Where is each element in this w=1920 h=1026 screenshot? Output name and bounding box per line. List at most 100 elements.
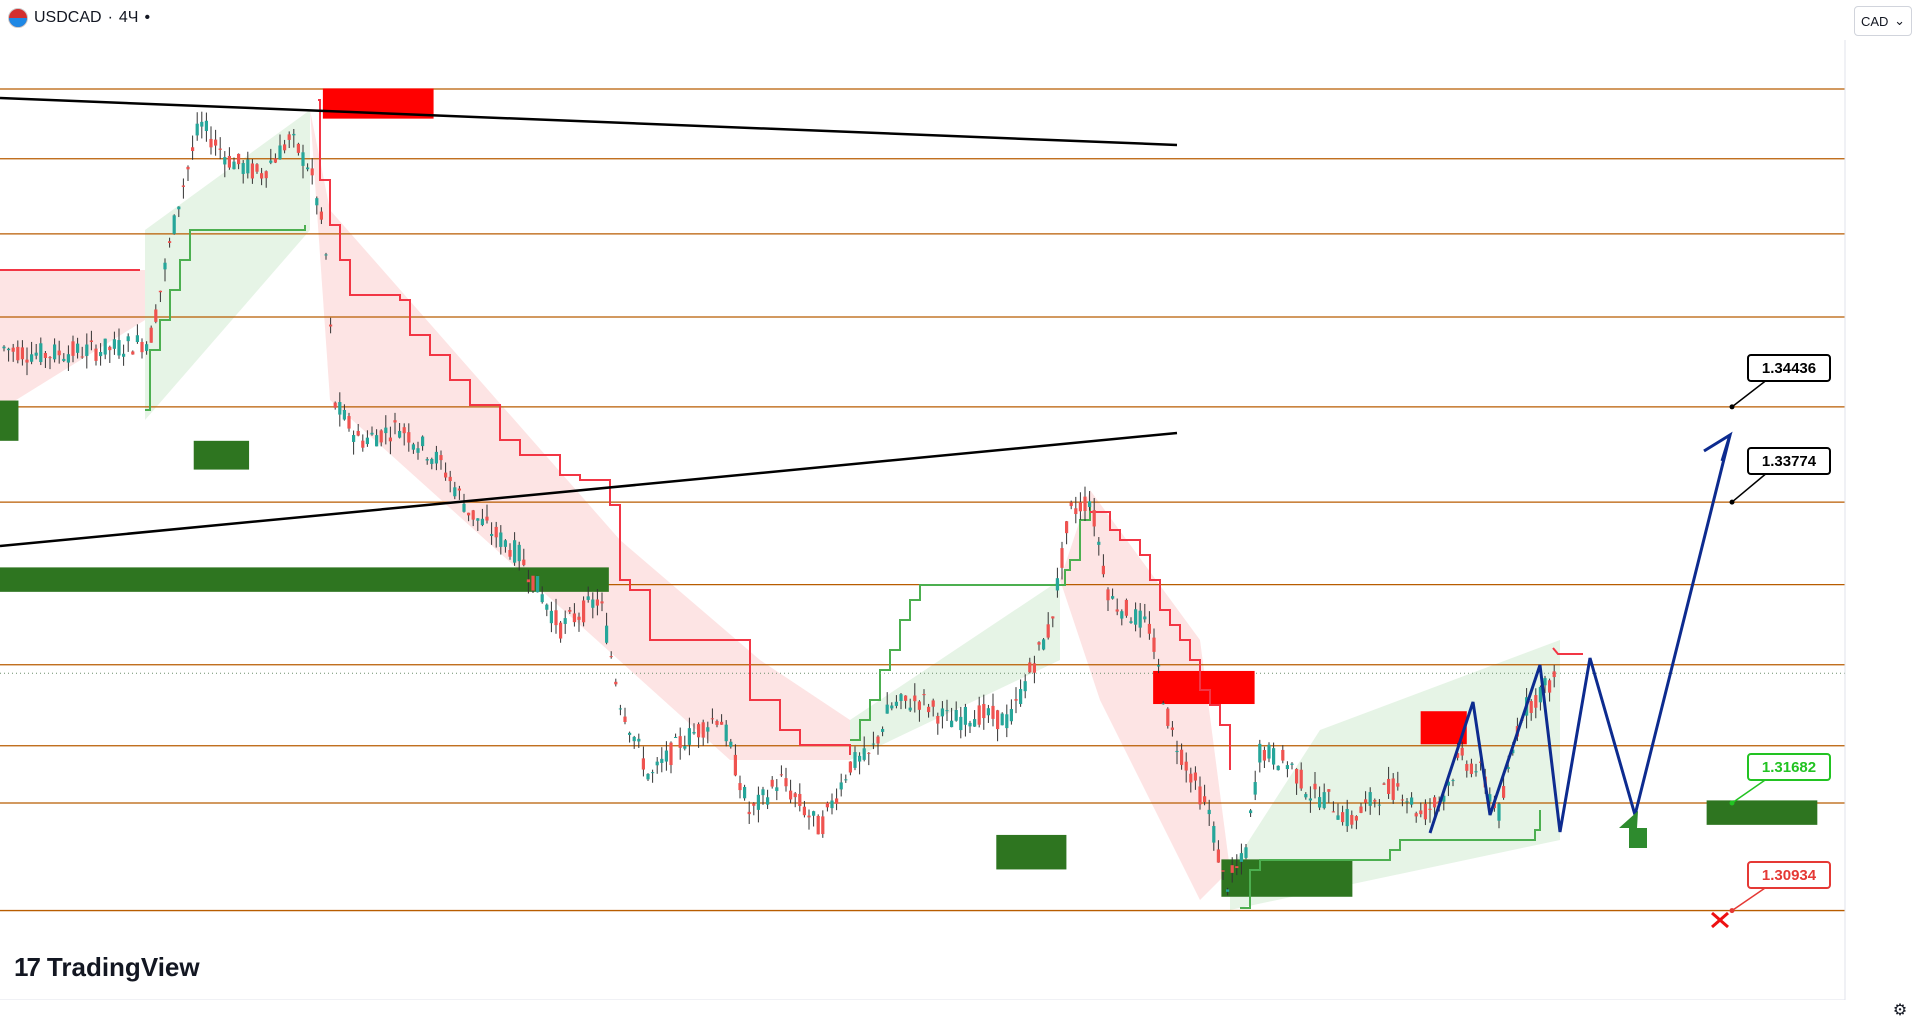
chart-area[interactable]: 1.344361.337741.316821.309341.305001.310… xyxy=(0,0,1846,1000)
candle-body xyxy=(1446,781,1450,786)
candle-body xyxy=(20,347,24,360)
candle-body xyxy=(301,152,305,166)
candle-body xyxy=(1469,763,1473,774)
candle-body xyxy=(908,707,912,711)
candle-body xyxy=(931,700,935,707)
candle-body xyxy=(871,743,875,745)
candle-body xyxy=(99,351,103,357)
candle-body xyxy=(237,153,241,165)
candle-body xyxy=(1152,637,1156,652)
candle-body xyxy=(1184,761,1188,771)
candle-body xyxy=(16,346,20,361)
candle-body xyxy=(720,721,724,725)
candle-body xyxy=(388,437,392,442)
candle-body xyxy=(43,352,47,358)
candle-body xyxy=(1433,797,1437,808)
candle-body xyxy=(430,458,434,464)
candle-body xyxy=(333,402,337,408)
supertrend-up-line xyxy=(145,225,306,411)
candle-body xyxy=(227,155,231,168)
candle-body xyxy=(526,579,530,583)
candle-body xyxy=(715,721,719,725)
candle-body xyxy=(1019,689,1023,705)
candle-body xyxy=(968,722,972,727)
candle-body xyxy=(692,731,696,734)
candle-body xyxy=(471,510,475,520)
supply-zone xyxy=(1153,670,1255,705)
candle-body xyxy=(623,716,627,722)
candle-body xyxy=(1115,609,1119,612)
candle-body xyxy=(577,616,581,620)
projection-arrowhead-icon xyxy=(1703,431,1733,462)
candle-body xyxy=(674,737,678,739)
settings-button[interactable]: ⚙ xyxy=(1888,998,1912,1022)
candle-body xyxy=(1364,799,1368,803)
supertrend-down-line xyxy=(318,99,851,755)
candle-body xyxy=(1198,786,1202,805)
candle-body xyxy=(881,728,885,732)
candle-body xyxy=(724,724,728,742)
candle-body xyxy=(154,309,158,322)
candle-body xyxy=(158,290,162,293)
candle-body xyxy=(122,353,126,357)
target-label: 1.33774 xyxy=(1762,453,1817,470)
price-chart[interactable]: 1.344361.337741.316821.309341.305001.310… xyxy=(0,0,1846,1000)
interval-label: 4Ч xyxy=(118,9,139,26)
supertrend-up-line xyxy=(850,505,1091,741)
target-pointer xyxy=(1731,378,1769,408)
candle-body xyxy=(365,437,369,445)
candle-body xyxy=(959,716,963,731)
candle-body xyxy=(1055,578,1059,591)
candle-body xyxy=(264,171,268,179)
demand-zone xyxy=(1221,859,1353,897)
demand-zone xyxy=(1706,800,1818,825)
candle-body xyxy=(651,772,655,774)
candle-body xyxy=(802,806,806,816)
candle-body xyxy=(347,416,351,429)
currency-select[interactable]: CAD ⌄ xyxy=(1854,6,1912,36)
candle-body xyxy=(1322,792,1326,809)
resistance-trendline xyxy=(0,96,1178,147)
candle-body xyxy=(1359,806,1363,813)
candle-body xyxy=(1083,496,1087,511)
candle-body xyxy=(1175,750,1179,753)
symbol-header[interactable]: USDCAD · 4Ч • xyxy=(8,8,150,28)
candle-body xyxy=(710,718,714,720)
candle-body xyxy=(522,559,526,566)
fill-up-area xyxy=(145,110,310,420)
candle-body xyxy=(241,163,245,174)
candle-body xyxy=(1460,747,1464,756)
candle-body xyxy=(1023,681,1027,692)
candle-body xyxy=(1318,797,1322,808)
candle-body xyxy=(595,599,599,606)
candle-body xyxy=(1193,772,1197,781)
supply-zone xyxy=(1420,711,1467,745)
candle-body xyxy=(163,262,167,270)
candle-body xyxy=(126,336,130,342)
candle-body xyxy=(416,448,420,453)
candle-body xyxy=(779,774,783,776)
candle-body xyxy=(637,738,641,742)
candle-body xyxy=(784,778,788,787)
candle-body xyxy=(324,254,328,256)
candle-body xyxy=(687,728,691,745)
candle-body xyxy=(894,701,898,706)
candle-body xyxy=(30,354,34,362)
candle-body xyxy=(448,476,452,482)
candle-body xyxy=(1244,847,1248,858)
candle-body xyxy=(1387,778,1391,794)
candle-body xyxy=(384,427,388,434)
candle-body xyxy=(1529,701,1533,713)
candle-body xyxy=(411,444,415,450)
candle-body xyxy=(1299,769,1303,789)
tradingview-logo[interactable]: 17 TradingView xyxy=(14,952,200,983)
candle-body xyxy=(1428,808,1432,810)
candle-body xyxy=(559,622,563,639)
candle-body xyxy=(609,656,613,658)
candle-body xyxy=(1538,687,1542,703)
candle-body xyxy=(485,516,489,521)
candle-body xyxy=(1327,789,1331,792)
candle-body xyxy=(1253,782,1257,795)
candle-body xyxy=(246,159,250,174)
candle-body xyxy=(664,750,668,762)
